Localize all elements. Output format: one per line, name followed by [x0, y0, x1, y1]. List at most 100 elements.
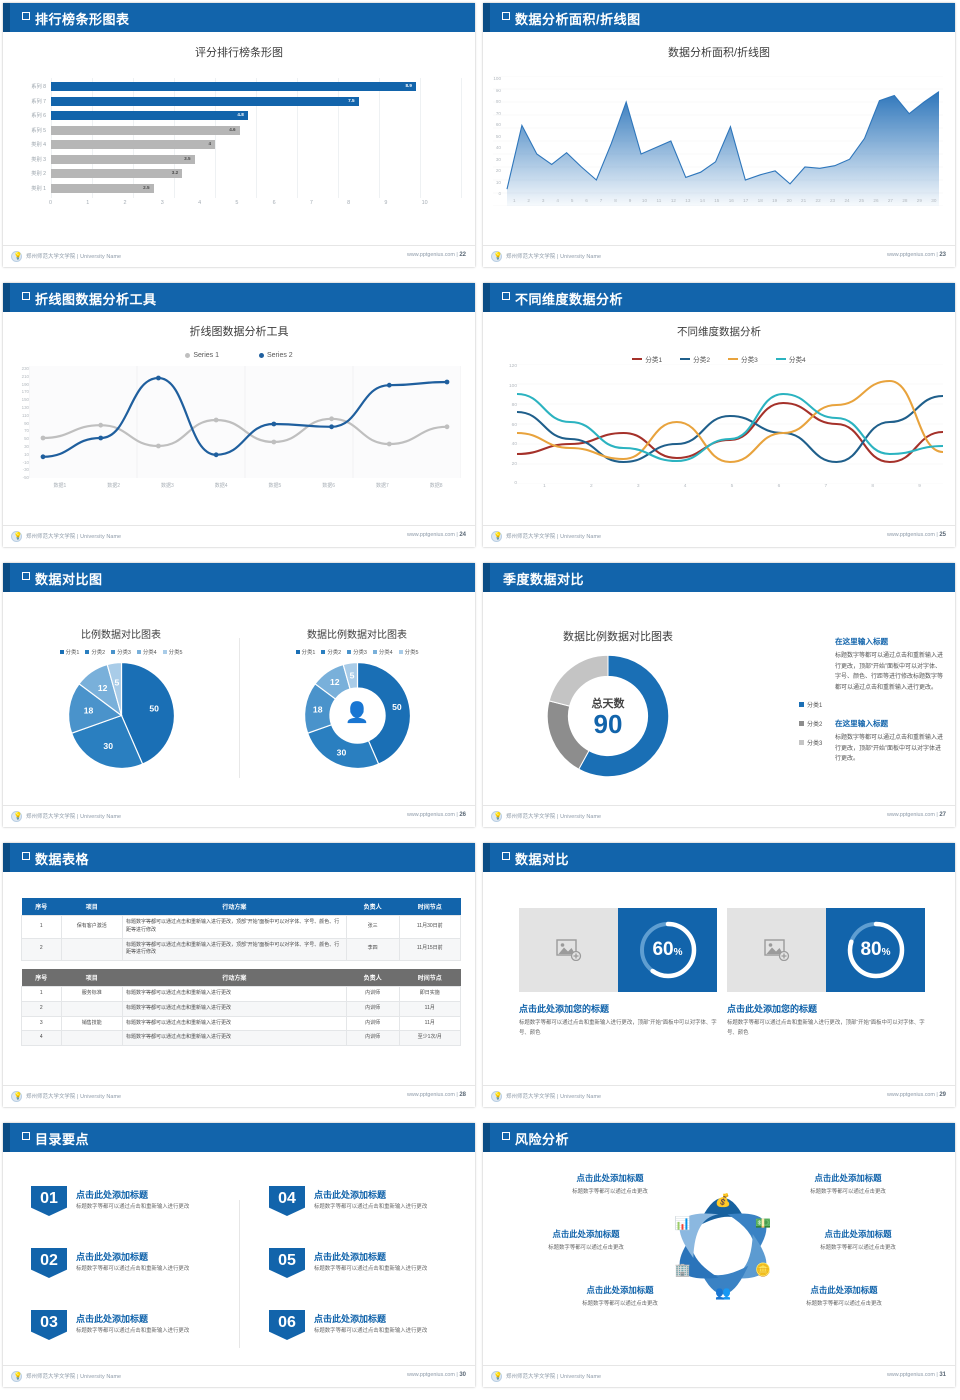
legend-marker-icon: [347, 650, 352, 654]
x-tick: 4: [198, 200, 202, 206]
page-number: 24: [459, 532, 466, 538]
legend-item[interactable]: 分类3: [347, 648, 367, 656]
bar-row: 系列 6 4.8: [17, 109, 461, 122]
slide-multi-dimension[interactable]: 不同维度数据分析 不同维度数据分析 分类1 分类2 分类3 分类4 120 100 80 6…: [480, 280, 960, 560]
legend-item[interactable]: 分类2: [799, 719, 822, 728]
page-number: 22: [459, 252, 466, 258]
legend-item[interactable]: 分类1: [799, 700, 822, 709]
legend-label: 分类2: [693, 357, 710, 364]
toc-item[interactable]: 06 点击此处添加标题 标题数字等都可以通过点击和重新输入进行更改: [269, 1310, 469, 1344]
legend-item[interactable]: 分类2: [680, 354, 710, 364]
toc-heading: 点击此处添加标题: [76, 1252, 149, 1262]
slide-data-compare-pies[interactable]: 数据对比图 比例数据对比图表 分类1 分类2 分类3 分类4 分类5 50 30 18 12 5…: [0, 560, 480, 840]
legend-item[interactable]: 分类1: [632, 354, 662, 364]
legend-item[interactable]: 分类4: [136, 648, 157, 656]
legend-item[interactable]: 分类3: [111, 648, 131, 656]
slide-risk-analysis[interactable]: 风险分析 💰 💵 🪙 👥 🏢 📊 点击此处添加标题 标题数字等都可以通过点击更改 点击此处添加…: [480, 1120, 960, 1400]
people-icon: 👥: [715, 1285, 731, 1300]
column-header: 序号: [21, 898, 61, 916]
toc-item[interactable]: 05 点击此处添加标题 标题数字等都可以通过点击和重新输入进行更改: [269, 1248, 469, 1282]
toc-item[interactable]: 03 点击此处添加标题 标题数字等都可以通过点击和重新输入进行更改: [31, 1310, 231, 1344]
table-row[interactable]: 2 标题数字等都可以通过点击和重新输入进行更改，顶部“开始”面板中可以对字体、字号…: [21, 937, 462, 961]
slide-toc-points[interactable]: 目录要点 01 点击此处添加标题 标题数字等都可以通过点击和重新输入进行更改 02 点击…: [0, 1120, 480, 1400]
pinwheel-petal[interactable]: [697, 1197, 749, 1227]
compare-card[interactable]: 80% 点击此处添加您的标题 标题数字等都可以通过点击和重新输入进行更改，顶部“开始…: [727, 908, 925, 1038]
legend-item[interactable]: 分类2: [85, 648, 105, 656]
table-row[interactable]: 4 标题数字等都可以通过点击和重新输入进行更改 内训师 至少1次/月: [21, 1030, 462, 1046]
legend-item[interactable]: 分类2: [321, 648, 341, 656]
legend-item[interactable]: 分类5: [398, 648, 418, 656]
percent-unit: %: [881, 947, 891, 958]
y-tick: 230: [21, 366, 29, 371]
legend-item[interactable]: 分类4: [372, 648, 393, 656]
y-tick: 70: [495, 110, 501, 116]
toc-number-badge: 06: [269, 1310, 305, 1340]
table-row[interactable]: 2 标题数字等都可以通过点击和重新输入进行更改 内训师 11月: [21, 1000, 462, 1017]
table-row[interactable]: 1 服务标准 标题数字等都可以通过点击和重新输入进行更改 内训师 即日实施: [21, 986, 462, 1002]
footer-url: www.pptgenius.com: [406, 532, 455, 538]
y-tick: 20: [495, 168, 501, 173]
toc-item[interactable]: 01 点击此处添加标题 标题数字等都可以通过点击和重新输入进行更改: [31, 1186, 231, 1220]
legend-item[interactable]: 分类5: [162, 648, 182, 656]
slide-title: 数据对比: [515, 852, 570, 867]
legend-marker-icon: [799, 721, 804, 726]
x-axis-ticks: 1 2 3 4 5 6 7 8 9 10 11 12 13 14 15 16 17 18 19 20 21 22 23 24 2…: [507, 198, 941, 203]
legend-item[interactable]: Series 2: [259, 352, 293, 359]
slide-body: 评分排行榜条形图 系列 8 8.9 系列 7 7.5 系列 6 4.8 系列 5 4.6 类别 …: [3, 32, 475, 237]
footer-sep: |: [456, 812, 458, 818]
footer-site: www.pptgenius.com | 24: [407, 532, 466, 538]
legend-item[interactable]: 分类1: [59, 648, 79, 656]
legend-item[interactable]: 分类3: [728, 354, 758, 364]
slide-quarterly-compare[interactable]: 季度数据对比 数据比例数据对比图表 总天数 90 分类1 分类2 分类3 在这里输入…: [480, 560, 960, 840]
compare-card[interactable]: 60% 点击此处添加您的标题 标题数字等都可以通过点击和重新输入进行更改，顶部“开始…: [519, 908, 717, 1038]
table-row[interactable]: 3 销售技能 标题数字等都可以通过点击和重新输入进行更改 内训师 11月: [21, 1015, 462, 1032]
data-table-gray[interactable]: 序号 项目 行动方案 负责人 时间节点 1 服务标准 标题数字等都可以通过点击和重新输入进行更…: [21, 969, 462, 1046]
slide-footer: 郑州师范大学文学院 | University Name www.pptgeniu…: [483, 1365, 955, 1387]
toc-number: 06: [278, 1314, 296, 1331]
x-tick: 4: [683, 484, 687, 489]
footer-site: www.pptgenius.com | 30: [407, 1372, 466, 1378]
risk-label[interactable]: 点击此处添加标题 标题数字等都可以通过点击更改: [783, 1172, 913, 1195]
risk-label[interactable]: 点击此处添加标题 标题数字等都可以通过点击更改: [779, 1284, 909, 1307]
toc-item[interactable]: 04 点击此处添加标题 标题数字等都可以通过点击和重新输入进行更改: [269, 1186, 469, 1220]
risk-label[interactable]: 点击此处添加标题 标题数字等都可以通过点击更改: [545, 1172, 675, 1195]
header-accent: [3, 1123, 10, 1152]
risk-label[interactable]: 点击此处添加标题 标题数字等都可以通过点击更改: [521, 1228, 651, 1251]
toc-heading: 点击此处添加标题: [314, 1190, 387, 1200]
legend-item[interactable]: 分类3: [799, 738, 822, 747]
risk-label[interactable]: 点击此处添加标题 标题数字等都可以通过点击更改: [793, 1228, 923, 1251]
slide-footer: 郑州师范大学文学院 | University Name www.pptgeniu…: [483, 525, 955, 547]
legend-item[interactable]: 分类1: [295, 648, 315, 656]
footer-url: www.pptgenius.com: [886, 1372, 935, 1378]
slide-bar-ranking[interactable]: 排行榜条形图表 评分排行榜条形图 系列 8 8.9 系列 7 7.5 系列 6 4.8 系列…: [0, 0, 480, 280]
legend-line-icon: [632, 358, 643, 360]
pinwheel-petal[interactable]: [697, 1265, 749, 1295]
footer-url: www.pptgenius.com: [886, 1092, 935, 1098]
slide-data-table[interactable]: 数据表格 序号 项目 行动方案 负责人 时间节点 1 保有客户激活 标题数字等都可以通过点击和…: [0, 840, 480, 1120]
bar-track: 4.6: [51, 125, 461, 135]
x-tick: 8: [347, 200, 351, 206]
toc-body: 标题数字等都可以通过点击和重新输入进行更改: [76, 1328, 190, 1334]
toc-number-badge: 01: [31, 1186, 67, 1216]
legend-item[interactable]: 分类4: [775, 354, 806, 364]
legend-marker-icon: [799, 702, 804, 707]
slide-line-tool[interactable]: 折线图数据分析工具 折线图数据分析工具 Series 1 Series 2 230…: [0, 280, 480, 560]
toc-item[interactable]: 02 点击此处添加标题 标题数字等都可以通过点击和重新输入进行更改: [31, 1248, 231, 1282]
legend-marker-icon: [321, 650, 326, 654]
legend-item[interactable]: Series 1: [185, 352, 219, 359]
table-cell: 标题数字等都可以通过点击和重新输入进行更改: [121, 1015, 347, 1032]
slide-header: 风险分析: [483, 1123, 955, 1152]
data-table-blue[interactable]: 序号 项目 行动方案 负责人 时间节点 1 保有客户激活 标题数字等都可以通过点击和重新输入进…: [21, 898, 462, 961]
pinwheel-petal[interactable]: [727, 1234, 767, 1279]
bar-row: 类别 3 3.5: [17, 153, 461, 166]
x-tick: 3: [160, 200, 164, 206]
slide-data-compare-cards[interactable]: 数据对比 60% 点击此处添加您的标题 标题数字等都可以通过点击和重新输入进行更改，…: [480, 840, 960, 1120]
footer-site: www.pptgenius.com | 31: [887, 1372, 946, 1378]
header-accent: [483, 283, 490, 312]
slide-area-line[interactable]: 数据分析面积/折线图 数据分析面积/折线图 100 90 80 70 60 50 40 30 2…: [480, 0, 960, 280]
pinwheel-petal[interactable]: [679, 1213, 719, 1258]
table-row[interactable]: 1 保有客户激活 标题数字等都可以通过点击和重新输入进行更改，顶部“开始”面板中可以…: [21, 915, 462, 939]
bar-row: 类别 2 3.2: [17, 167, 461, 180]
x-tick: 2: [590, 484, 593, 489]
risk-label[interactable]: 点击此处添加标题 标题数字等都可以通过点击更改: [555, 1284, 685, 1307]
